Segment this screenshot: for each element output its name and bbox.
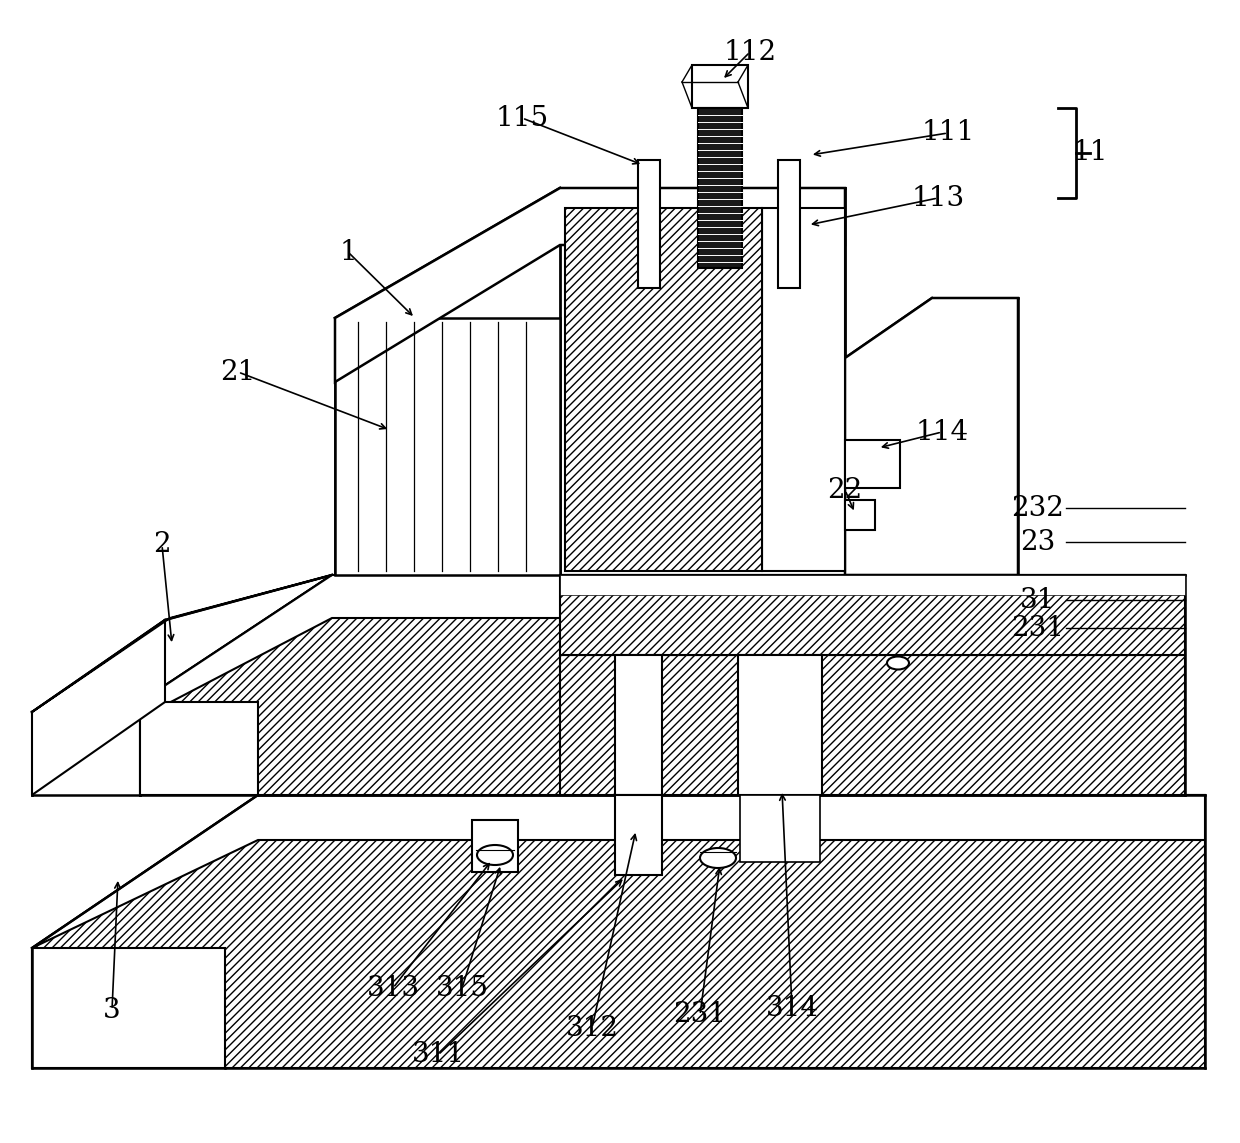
Text: 31: 31 bbox=[1021, 586, 1055, 614]
Polygon shape bbox=[472, 820, 518, 872]
Text: 21: 21 bbox=[221, 359, 255, 385]
Polygon shape bbox=[140, 702, 258, 796]
Text: 2: 2 bbox=[154, 531, 171, 559]
Polygon shape bbox=[738, 655, 822, 796]
Polygon shape bbox=[335, 187, 844, 382]
Text: 1: 1 bbox=[339, 239, 357, 265]
Text: 312: 312 bbox=[565, 1015, 619, 1041]
Polygon shape bbox=[740, 796, 820, 862]
Polygon shape bbox=[763, 208, 844, 572]
Polygon shape bbox=[615, 796, 662, 876]
Polygon shape bbox=[140, 575, 1185, 796]
Text: 231: 231 bbox=[673, 1001, 727, 1029]
Polygon shape bbox=[565, 208, 763, 572]
Polygon shape bbox=[32, 796, 1205, 1068]
Polygon shape bbox=[615, 655, 662, 796]
Polygon shape bbox=[692, 65, 748, 107]
Ellipse shape bbox=[477, 845, 513, 865]
Polygon shape bbox=[32, 796, 1205, 948]
Text: 231: 231 bbox=[1012, 615, 1064, 641]
Polygon shape bbox=[777, 160, 800, 288]
Polygon shape bbox=[560, 655, 1185, 796]
Ellipse shape bbox=[887, 656, 909, 670]
Text: 115: 115 bbox=[496, 104, 548, 131]
Text: 114: 114 bbox=[915, 418, 968, 446]
Text: 311: 311 bbox=[412, 1041, 465, 1069]
Polygon shape bbox=[560, 575, 1185, 655]
Polygon shape bbox=[335, 318, 560, 575]
Polygon shape bbox=[32, 948, 224, 1068]
Text: 22: 22 bbox=[827, 477, 863, 504]
Polygon shape bbox=[844, 298, 1018, 575]
Polygon shape bbox=[140, 575, 1185, 718]
Text: 313: 313 bbox=[367, 975, 419, 1001]
Polygon shape bbox=[32, 620, 165, 796]
Polygon shape bbox=[32, 575, 332, 712]
Polygon shape bbox=[698, 107, 742, 267]
Ellipse shape bbox=[701, 848, 737, 868]
Text: 3: 3 bbox=[103, 997, 120, 1023]
Text: 315: 315 bbox=[435, 975, 489, 1001]
Text: 232: 232 bbox=[1012, 495, 1064, 521]
Text: 113: 113 bbox=[911, 184, 965, 211]
Polygon shape bbox=[560, 575, 1185, 596]
Polygon shape bbox=[639, 160, 660, 288]
Text: 11: 11 bbox=[1073, 139, 1107, 167]
Text: 314: 314 bbox=[765, 994, 818, 1022]
Text: 23: 23 bbox=[1021, 528, 1055, 555]
Text: 112: 112 bbox=[723, 39, 776, 65]
Text: 111: 111 bbox=[921, 120, 975, 146]
Polygon shape bbox=[844, 499, 875, 530]
Polygon shape bbox=[844, 440, 900, 488]
